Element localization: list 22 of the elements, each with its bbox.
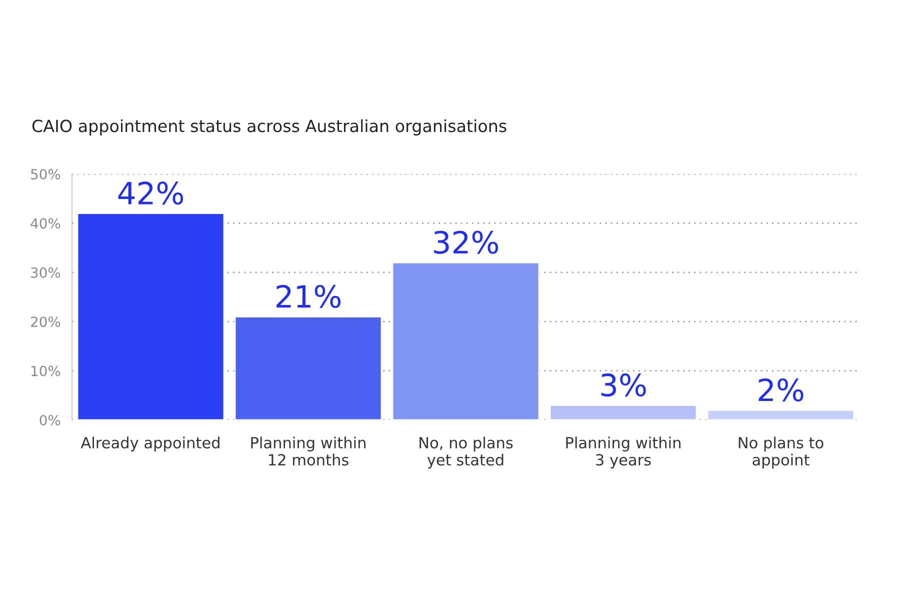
x-tick-label: Already appointed: [80, 436, 220, 452]
data-label: 3%: [601, 373, 646, 397]
bar: [706, 409, 855, 420]
x-tick-label: No plans to appoint: [738, 436, 824, 469]
y-tick-label: 0%: [40, 414, 60, 426]
bar: [392, 262, 540, 420]
x-tick-label: Planning within 12 months: [251, 436, 366, 466]
y-tick-label: 10%: [32, 366, 60, 376]
y-tick-label: 50%: [31, 168, 60, 180]
x-tick-label: No, no plans yet stated: [420, 436, 513, 469]
x-tick-label: Planning within 3 years: [566, 436, 680, 469]
data-label: 32%: [434, 230, 498, 254]
y-tick-label: 20%: [31, 316, 60, 328]
bar: [76, 212, 225, 420]
y-tick-label: 30%: [31, 267, 60, 278]
data-label: 2%: [758, 378, 804, 402]
bar: [234, 316, 382, 420]
y-tick-label: 40%: [30, 218, 60, 229]
data-label: 42%: [118, 182, 184, 205]
bar: [549, 404, 698, 420]
data-label: 21%: [276, 284, 341, 308]
chart-title: CAIO appointment status across Australian organisations: [32, 119, 506, 136]
